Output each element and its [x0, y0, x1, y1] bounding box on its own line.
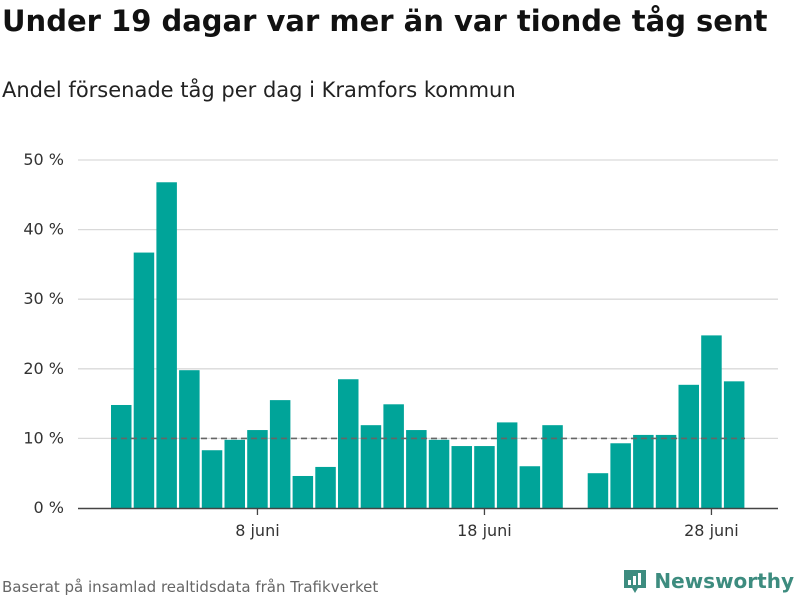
- x-axis: 8 juni 18 juni 28 juni: [78, 507, 778, 540]
- bar-day-23[interactable]: [587, 473, 609, 508]
- chart-title: Under 19 dagar var mer än var tionde tåg…: [2, 4, 768, 38]
- y-tick-label: 0 %: [34, 498, 64, 517]
- bar-day-14[interactable]: [383, 404, 404, 508]
- bar-day-18[interactable]: [474, 446, 495, 508]
- y-tick-label: 50 %: [23, 150, 64, 169]
- brand-logo[interactable]: Newsworthy: [622, 568, 794, 594]
- brand-name: Newsworthy: [654, 569, 794, 593]
- bar-day-4[interactable]: [156, 182, 177, 508]
- y-axis-tick-labels: 0 % 10 % 20 % 30 % 40 % 50 %: [23, 150, 64, 517]
- bar-day-8[interactable]: [247, 430, 268, 508]
- bar-day-20[interactable]: [519, 466, 541, 508]
- bar-day-25[interactable]: [633, 434, 654, 508]
- bars: [111, 182, 745, 508]
- y-tick-label: 20 %: [23, 359, 64, 378]
- bar-day-17[interactable]: [451, 446, 473, 508]
- x-tick-label: 8 juni: [235, 521, 279, 540]
- bar-day-6[interactable]: [201, 450, 223, 508]
- y-tick-label: 30 %: [23, 289, 64, 308]
- bar-day-28[interactable]: [701, 335, 722, 508]
- bar-day-21[interactable]: [542, 425, 563, 508]
- bar-day-9[interactable]: [269, 400, 291, 508]
- bar-day-24[interactable]: [610, 443, 631, 508]
- bar-day-3[interactable]: [133, 252, 155, 508]
- y-tick-label: 10 %: [23, 428, 64, 447]
- bar-chart: 0 % 10 % 20 % 30 % 40 % 50 % 8 juni 18 juni 28 …: [23, 150, 778, 540]
- newsworthy-icon: [624, 570, 647, 593]
- bar-day-27[interactable]: [678, 384, 700, 508]
- bar-day-15[interactable]: [406, 430, 427, 508]
- bar-day-16[interactable]: [428, 439, 450, 508]
- bar-day-5[interactable]: [179, 370, 200, 508]
- bar-day-11[interactable]: [315, 466, 336, 508]
- bar-day-12[interactable]: [338, 379, 359, 508]
- x-tick-label: 28 juni: [684, 521, 739, 540]
- bar-day-7[interactable]: [224, 439, 246, 508]
- chart-subtitle: Andel försenade tåg per dag i Kramfors k…: [2, 78, 516, 102]
- y-tick-label: 40 %: [23, 220, 64, 239]
- source-note: Baserat på insamlad realtidsdata från Tr…: [2, 578, 379, 596]
- bar-day-19[interactable]: [496, 422, 518, 508]
- bar-day-10[interactable]: [292, 475, 314, 508]
- bar-day-26[interactable]: [655, 434, 677, 508]
- bar-day-29[interactable]: [723, 381, 745, 508]
- bar-day-13[interactable]: [360, 425, 382, 508]
- x-tick-label: 18 juni: [457, 521, 512, 540]
- bar-day-2[interactable]: [111, 404, 132, 508]
